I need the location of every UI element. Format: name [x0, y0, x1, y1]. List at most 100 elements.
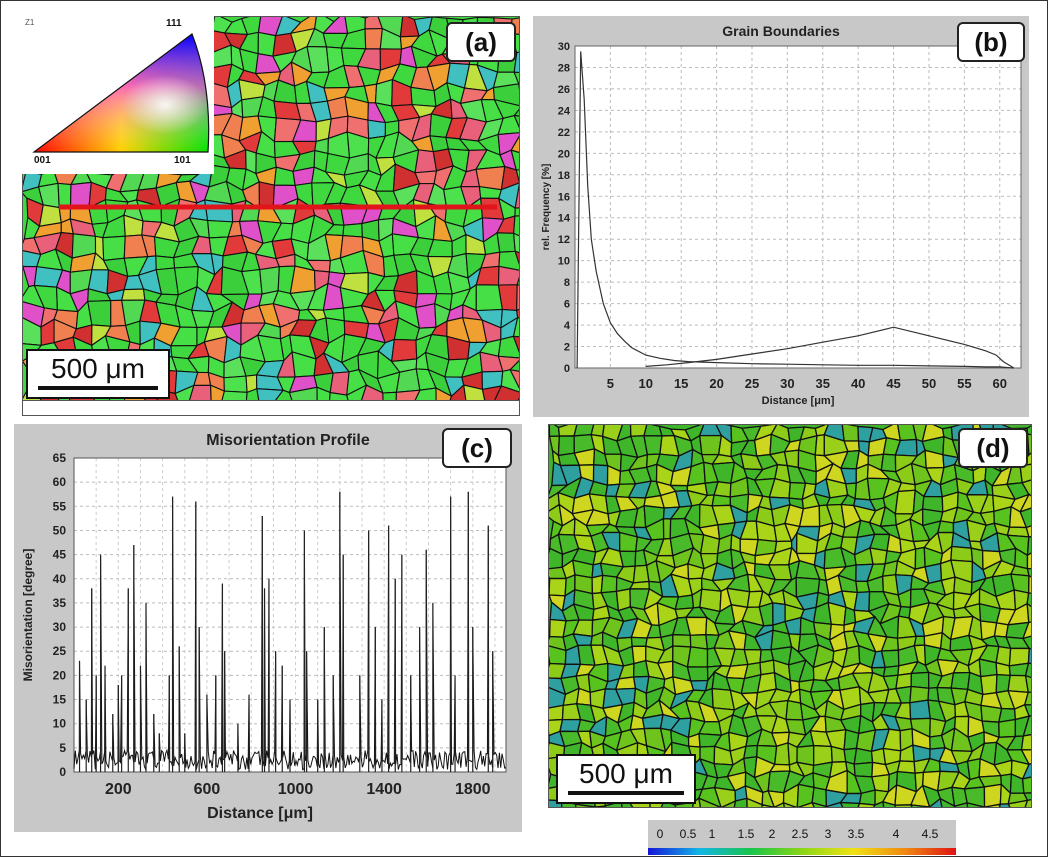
grain — [492, 83, 519, 107]
ipf-corner-101: 101 — [174, 155, 191, 166]
grain — [510, 135, 519, 154]
grain — [686, 646, 709, 668]
grain — [1028, 574, 1031, 594]
grain — [950, 671, 971, 691]
colorbar-ticks: 0 0.5 1 1.5 2 2.5 3 3.5 4 4.5 — [657, 827, 939, 841]
grain — [853, 761, 874, 778]
y-tick-label: 45 — [53, 548, 67, 562]
y-tick-label: 26 — [558, 84, 570, 96]
grain — [516, 284, 519, 312]
y-tick-label: 16 — [558, 191, 570, 203]
grain — [259, 266, 280, 295]
grain — [497, 265, 519, 286]
grain — [1023, 691, 1031, 706]
grain — [950, 545, 974, 563]
grain — [513, 114, 519, 128]
grain — [913, 635, 926, 647]
grain — [549, 704, 564, 721]
grain — [512, 335, 519, 353]
grain — [1007, 799, 1029, 807]
grain — [1026, 433, 1031, 457]
chart-b-title: Grain Boundaries — [722, 23, 840, 39]
grain — [894, 489, 916, 515]
grain — [1026, 592, 1031, 608]
panel-a-bottom-strip — [22, 400, 520, 416]
y-axis-label: Misorientation [degree] — [21, 549, 35, 682]
grain — [514, 183, 519, 209]
grain — [841, 425, 860, 442]
x-tick-label: 50 — [922, 376, 936, 391]
grain — [980, 673, 998, 696]
grain — [1020, 733, 1031, 751]
series-line-1 — [576, 51, 1014, 369]
grain — [761, 790, 775, 807]
grain — [513, 232, 519, 254]
grain — [574, 803, 597, 807]
colorbar-label-strip — [648, 820, 956, 848]
grain — [782, 783, 800, 807]
grain — [87, 300, 112, 327]
grain — [872, 800, 885, 807]
grain — [559, 718, 582, 733]
grain — [316, 386, 331, 401]
grain — [382, 391, 398, 401]
grain — [1026, 567, 1031, 578]
panel-c: Misorientation Profile 0 5 10 15 20 25 30 35 40 4… — [14, 424, 522, 832]
y-tick-label: 5 — [59, 741, 66, 755]
grain — [910, 671, 930, 689]
grain — [514, 207, 519, 217]
grain — [600, 574, 618, 594]
x-tick-label: 1800 — [455, 781, 491, 798]
panel-a: Z1 111 001 101 — [22, 16, 520, 416]
x-tick-label: 1000 — [278, 781, 314, 798]
grain — [1021, 762, 1031, 780]
grain — [909, 699, 931, 720]
grain — [761, 803, 776, 807]
grain — [1019, 507, 1031, 529]
grain — [364, 28, 383, 50]
colorbar-tick-label: 1.5 — [738, 827, 755, 841]
x-tick-label: 10 — [639, 376, 653, 391]
y-tick-label: 10 — [53, 717, 67, 731]
scale-bar-d-line — [568, 791, 684, 795]
grain — [498, 250, 519, 271]
y-tick-label: 0 — [59, 765, 66, 779]
grain — [395, 389, 421, 401]
grain — [497, 335, 519, 359]
grain — [174, 384, 195, 401]
grain — [1019, 463, 1031, 484]
grain — [510, 149, 519, 171]
scale-bar-a-text: 500 μm — [51, 353, 145, 384]
colorbar-tick-label: 3 — [825, 827, 832, 841]
grain — [1026, 536, 1031, 557]
grain — [514, 250, 519, 265]
grain — [871, 773, 890, 793]
panel-c-label: (c) — [442, 428, 512, 468]
y-tick-label: 15 — [53, 693, 67, 707]
grain — [513, 71, 519, 85]
grain — [853, 747, 874, 765]
grain — [1007, 674, 1030, 694]
grain — [367, 119, 387, 140]
x-axis-label: Distance [μm] — [207, 805, 313, 822]
grain — [414, 170, 438, 185]
x-tick-label: 1400 — [366, 781, 402, 798]
x-tick-label: 25 — [745, 376, 759, 391]
grain — [1022, 792, 1031, 802]
plot-border — [574, 45, 1022, 369]
grain — [857, 802, 877, 807]
grain — [983, 803, 1002, 807]
y-tick-label: 4 — [564, 320, 571, 332]
grain — [698, 797, 722, 807]
ipf-legend: Z1 111 001 101 — [22, 16, 214, 174]
grain — [880, 649, 900, 669]
y-tick-label: 18 — [558, 170, 570, 182]
ipf-corner-001: 001 — [34, 155, 51, 166]
y-tick-label: 30 — [53, 620, 67, 634]
grain — [481, 385, 503, 401]
y-tick-label: 25 — [53, 644, 67, 658]
grain — [1024, 799, 1031, 807]
x-tick-label: 5 — [607, 376, 614, 391]
grain — [342, 222, 363, 238]
y-tick-label: 35 — [53, 596, 67, 610]
